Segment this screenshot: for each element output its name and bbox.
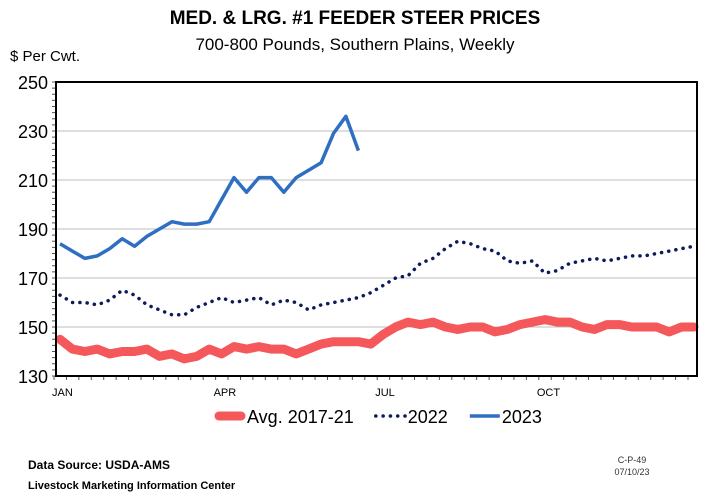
- chart-title: MED. & LRG. #1 FEEDER STEER PRICES: [169, 8, 541, 29]
- chart-date: 07/10/23: [614, 467, 650, 477]
- legend-label: Avg. 2017-21: [247, 407, 354, 427]
- legend-label: 2022: [408, 407, 448, 427]
- y-tick-label: 230: [18, 122, 48, 142]
- y-tick-label: 150: [18, 318, 48, 338]
- legend-label: 2023: [502, 407, 542, 427]
- plot-frame: [55, 81, 698, 377]
- x-tick-label: JUL: [375, 387, 395, 399]
- x-tick-label: OCT: [537, 387, 561, 399]
- y-tick-label: 170: [18, 269, 48, 289]
- y-axis-label: $ Per Cwt.: [10, 48, 81, 65]
- y-tick-label: 250: [18, 73, 48, 93]
- series-line-2022: [58, 239, 696, 317]
- x-tick-label: JAN: [52, 387, 73, 399]
- data-source: Data Source: USDA-AMS: [28, 458, 171, 472]
- chart-subtitle: 700-800 Pounds, Southern Plains, Weekly: [195, 35, 515, 54]
- chart-code: C-P-49: [617, 455, 647, 465]
- series-line-avg-2017-21: [55, 315, 699, 364]
- series-line-2023: [59, 114, 361, 261]
- y-tick-label: 130: [18, 367, 48, 387]
- organization: Livestock Marketing Information Center: [28, 480, 236, 492]
- x-tick-label: APR: [214, 387, 237, 399]
- y-tick-label: 190: [18, 220, 48, 240]
- y-tick-label: 210: [18, 171, 48, 191]
